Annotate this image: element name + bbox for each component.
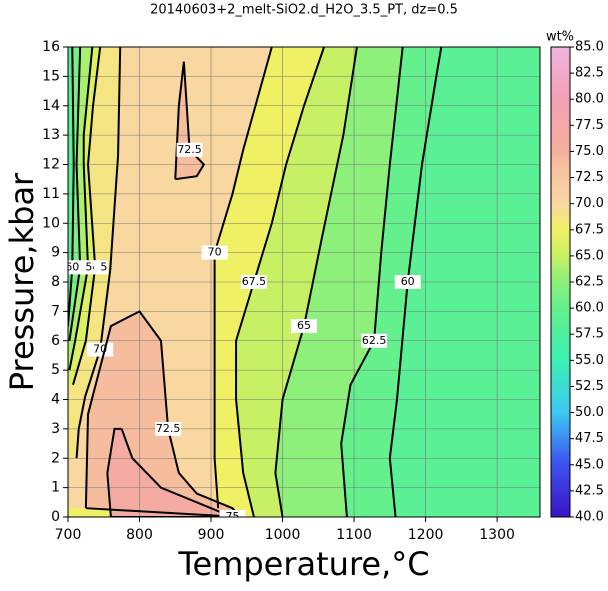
colorbar-tick-label: 60.0 <box>575 301 604 316</box>
colorbar-tick-label: 80.0 <box>575 92 604 107</box>
contour-label-bg <box>68 260 86 275</box>
y-tick-label: 5 <box>51 362 60 378</box>
colorbar-label: wt% <box>546 30 574 45</box>
colorbar-tick-label: 40.0 <box>575 510 604 525</box>
x-tick-label: 800 <box>126 527 153 543</box>
contour-label: 75 <box>225 510 239 523</box>
y-tick-label: 1 <box>51 480 60 496</box>
colorbar-tick-label: 47.5 <box>575 431 604 446</box>
contour-fill <box>107 428 233 517</box>
contour-label-bg <box>394 275 421 289</box>
contour-line <box>68 47 82 341</box>
contour-label: 67.5 <box>242 275 267 288</box>
contour-label-bg <box>291 319 317 334</box>
y-tick-label: 12 <box>42 157 60 173</box>
y-tick-label: 7 <box>51 303 60 319</box>
contour-label: 72.5 <box>177 143 202 156</box>
contour-line <box>68 47 75 327</box>
contour-line <box>68 47 94 371</box>
contour-label: 65 <box>297 319 311 332</box>
y-axis-label: Pressure,kbar <box>3 172 41 391</box>
x-tick-label: 700 <box>55 527 82 543</box>
contour-label: 70 <box>208 246 222 259</box>
colorbar-tick-label: 62.5 <box>575 275 604 290</box>
x-tick-label: 1200 <box>408 527 444 543</box>
contour-label-bg <box>240 275 267 289</box>
colorbar-tick-label: 45.0 <box>575 457 604 472</box>
y-tick-label: 16 <box>42 39 60 55</box>
colorbar-tick-label: 77.5 <box>575 118 604 133</box>
y-tick-label: 3 <box>51 421 60 437</box>
colorbar-tick-label: 50.0 <box>575 405 604 420</box>
x-axis-label: Temperature,°C <box>177 545 429 583</box>
contour-label-bg <box>176 142 203 157</box>
y-tick-label: 4 <box>51 392 60 408</box>
contour-label: 62.5 <box>362 334 387 347</box>
colorbar-tick-label: 65.0 <box>575 248 604 263</box>
colorbar-tick-label: 57.5 <box>575 327 604 342</box>
chart-title: 20140603+2_melt-SiO2.d_H2O_3.5_PT, dz=0.… <box>150 3 458 18</box>
x-tick-label: 1100 <box>336 527 372 543</box>
contour-line <box>106 427 233 517</box>
y-tick-label: 13 <box>42 127 60 143</box>
y-tick-label: 8 <box>51 274 60 290</box>
colorbar-tick-label: 70.0 <box>575 196 604 211</box>
colorbar-tick-label: 85.0 <box>575 40 604 55</box>
y-tick-label: 0 <box>51 509 60 525</box>
contour-label: 60 <box>401 275 415 288</box>
colorbar-tick-label: 82.5 <box>575 66 604 81</box>
contour-label-bg <box>155 421 182 436</box>
contour-label-bg <box>219 510 246 517</box>
x-tick-label: 1300 <box>479 527 515 543</box>
contour-line <box>72 47 102 386</box>
contour-label: 72.5 <box>156 422 181 435</box>
y-tick-label: 14 <box>42 98 60 114</box>
contour-label: 60 <box>65 260 79 273</box>
colorbar <box>550 46 571 518</box>
x-tick-label: 1000 <box>265 527 301 543</box>
x-tick-label: 900 <box>198 527 225 543</box>
colorbar-tick-label: 75.0 <box>575 144 604 159</box>
y-tick-label: 2 <box>51 450 60 466</box>
colorbar-tick-label: 67.5 <box>575 222 604 237</box>
y-tick-label: 15 <box>42 68 60 84</box>
y-tick-label: 11 <box>42 186 60 202</box>
colorbar-tick-label: 42.5 <box>575 483 604 498</box>
y-tick-label: 6 <box>51 333 60 349</box>
y-tick-label: 10 <box>42 215 60 231</box>
colorbar-tick-label: 52.5 <box>575 379 604 394</box>
colorbar-tick-label: 55.0 <box>575 353 604 368</box>
contour-label-bg <box>361 333 388 348</box>
colorbar-tick-label: 72.5 <box>575 170 604 185</box>
y-tick-label: 9 <box>51 245 60 261</box>
contour-label-bg <box>201 245 228 260</box>
